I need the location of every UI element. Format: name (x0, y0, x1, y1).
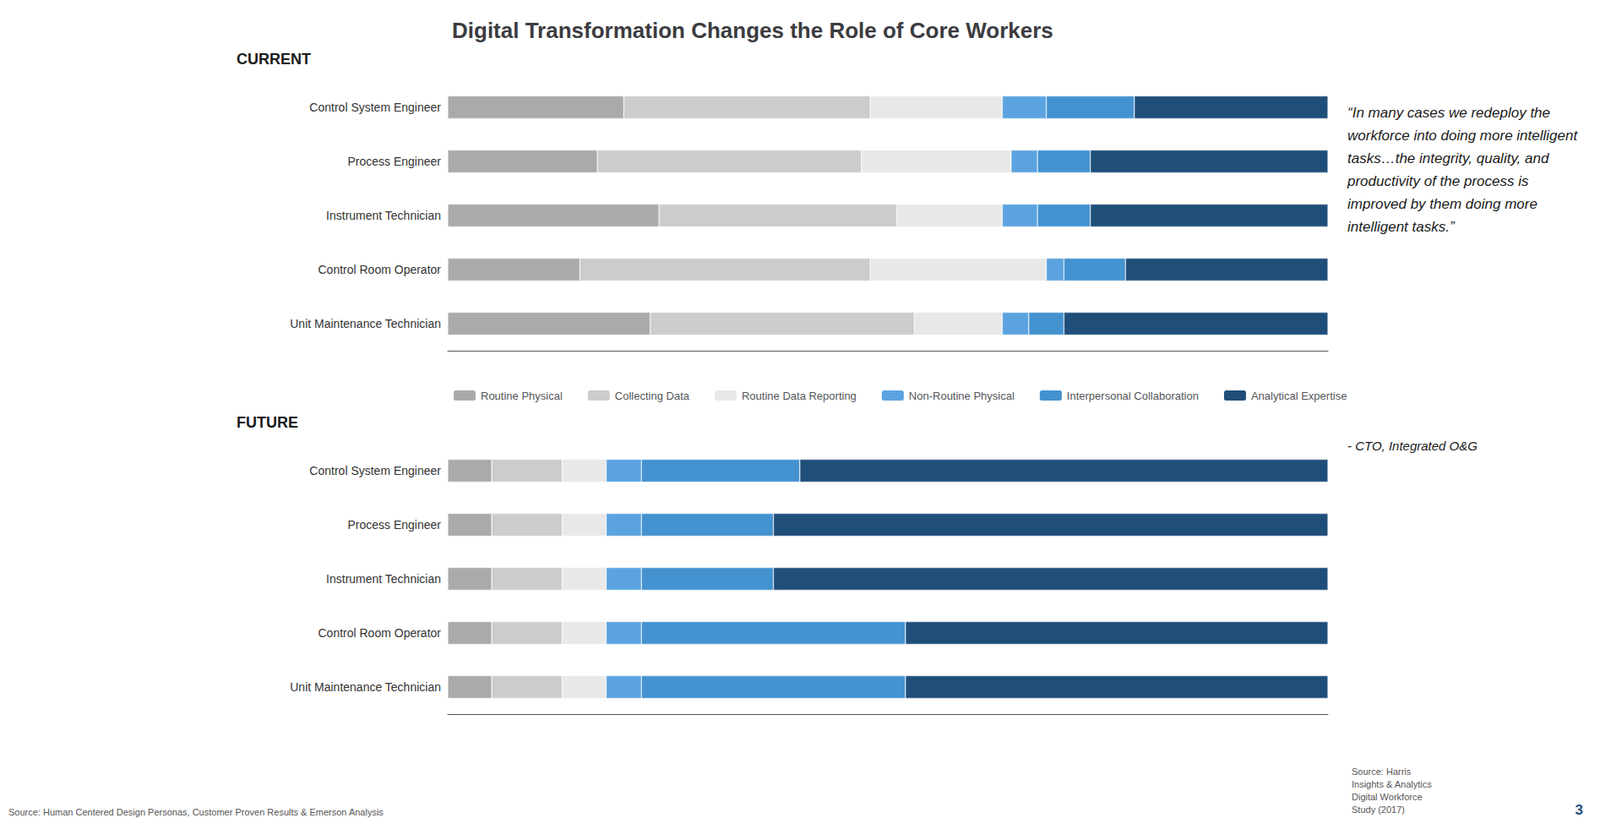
svg-text:Instrument Technician: Instrument Technician (326, 208, 441, 223)
svg-text:Analytical Expertise: Analytical Expertise (1251, 389, 1347, 403)
svg-text:Instrument Technician: Instrument Technician (326, 571, 441, 586)
svg-text:Interpersonal Collaboration: Interpersonal Collaboration (1066, 389, 1199, 403)
svg-text:Unit Maintenance Technician: Unit Maintenance Technician (289, 316, 441, 331)
svg-text:Digital Workforce: Digital Workforce (1351, 791, 1423, 802)
svg-text:Routine Physical: Routine Physical (480, 389, 563, 403)
svg-text:Control System Engineer: Control System Engineer (309, 463, 441, 478)
svg-text:Study (2017): Study (2017) (1351, 804, 1405, 815)
svg-text:Control Room Operator: Control Room Operator (317, 262, 441, 277)
svg-text:productivity of the process is: productivity of the process is (1346, 173, 1533, 190)
svg-text:Insights & Analytics: Insights & Analytics (1351, 778, 1432, 790)
svg-text:“In many cases we redeploy the: “In many cases we redeploy the (1347, 104, 1555, 121)
svg-text:Digital Transformation Changes: Digital Transformation Changes the Role … (451, 17, 1054, 44)
svg-text:improved by them doing more: improved by them doing more (1347, 195, 1542, 213)
svg-text:Source: Harris: Source: Harris (1351, 766, 1412, 777)
svg-text:workforce into doing more inte: workforce into doing more intelligent (1347, 127, 1582, 144)
svg-text:Unit Maintenance Technician: Unit Maintenance Technician (289, 680, 441, 694)
svg-text:Control System Engineer: Control System Engineer (309, 100, 441, 115)
svg-text:intelligent tasks.”: intelligent tasks.” (1347, 218, 1456, 235)
svg-text:tasks…the integrity, quality,: tasks…the integrity, quality, and (1347, 150, 1553, 167)
svg-text:Process Engineer: Process Engineer (347, 154, 441, 169)
svg-text:Routine Data Reporting: Routine Data Reporting (741, 389, 857, 403)
svg-text:3: 3 (1575, 801, 1584, 818)
svg-text:Non-Routine Physical: Non-Routine Physical (908, 389, 1015, 403)
svg-text:- CTO, Integrated O&G: - CTO, Integrated O&G (1347, 438, 1478, 453)
svg-text:Source: Human Centered Design: Source: Human Centered Design Personas, … (8, 806, 384, 817)
svg-text:FUTURE: FUTURE (236, 413, 299, 431)
svg-text:Process Engineer: Process Engineer (347, 517, 441, 532)
svg-text:Collecting Data: Collecting Data (614, 389, 691, 403)
svg-text:CURRENT: CURRENT (236, 50, 311, 68)
svg-text:Control Room Operator: Control Room Operator (317, 625, 441, 640)
